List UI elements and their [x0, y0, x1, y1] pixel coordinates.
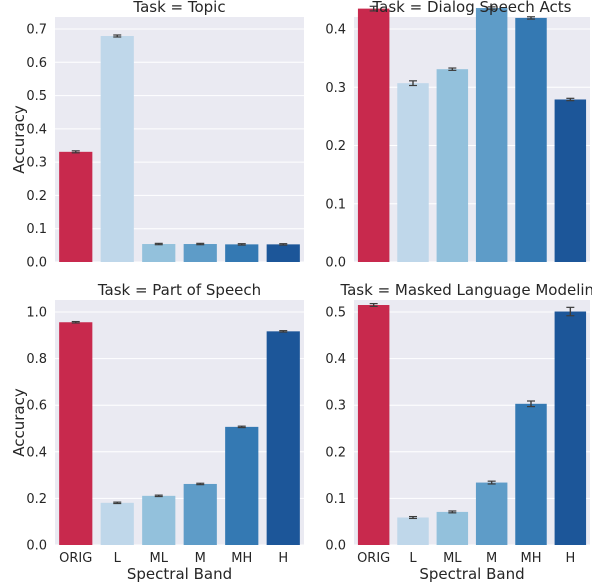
panel-2: 0.0 0.1 0.2 0.3 0.4 Task = Dialog Speech Acts: [325, 0, 590, 271]
y-tick-label: 0.4: [26, 445, 47, 460]
y-tick-label: 0.1: [26, 222, 47, 237]
x-tick-label: ML: [443, 551, 462, 566]
y-tick-label: 0.2: [26, 189, 47, 204]
bar-h: [554, 99, 587, 262]
y-tick-label: 0.2: [325, 139, 346, 154]
x-tick-label: H: [565, 551, 575, 566]
y-tick-label: 0.0: [325, 256, 346, 271]
x-tick-label: M: [486, 551, 497, 566]
x-tick-label: ORIG: [59, 551, 92, 566]
y-tick-label: 0.1: [325, 492, 346, 507]
x-tick-label: ML: [150, 551, 169, 566]
bar-orig: [59, 151, 93, 262]
bar-h: [266, 331, 300, 545]
bar-l: [397, 83, 429, 262]
bar-orig: [357, 8, 390, 262]
x-tick-label: MH: [231, 551, 252, 566]
panel-3: 0.0 0.2 0.4 0.6 0.8 1.0 ORIG L ML M MH H Task = Part…: [10, 281, 304, 583]
y-tick-label: 0.5: [325, 306, 346, 321]
y-tick-label: 0.2: [325, 445, 346, 460]
y-tick-label: 0.3: [26, 156, 47, 171]
y-tick-label: 1.0: [26, 306, 47, 321]
bar-ml: [142, 244, 176, 262]
y-axis-label: Accuracy: [10, 105, 28, 174]
y-tick-label: 0.0: [325, 539, 346, 554]
y-tick-label: 0.8: [26, 352, 47, 367]
y-tick-label: 0.7: [26, 23, 47, 38]
bar-h: [554, 311, 587, 545]
bar-mh: [225, 244, 259, 262]
panel-title: Task = Part of Speech: [97, 281, 261, 299]
y-tick-label: 0.4: [26, 122, 47, 137]
bar-l: [100, 502, 134, 545]
bar-orig: [59, 322, 93, 545]
panel-1: 0.0 0.1 0.2 0.3 0.4 0.5 0.6 0.7 Task = Topic Accu…: [10, 0, 304, 271]
panel-title: Task = Masked Language Modeling: [339, 281, 592, 299]
plot-background: [55, 300, 304, 545]
y-tick-label: 0.0: [26, 256, 47, 271]
x-tick-label: L: [409, 551, 417, 566]
y-tick-label: 0.4: [325, 23, 346, 38]
y-tick-label: 0.5: [26, 89, 47, 104]
panel-4: 0.0 0.1 0.2 0.3 0.4 0.5 ORIG L ML M MH H Task = Mask…: [325, 281, 592, 583]
y-tick-label: 0.6: [26, 56, 47, 71]
bar-m: [183, 483, 217, 545]
plot-background: [354, 17, 590, 262]
plot-background: [354, 300, 590, 545]
bar-m: [475, 8, 508, 263]
x-axis-label: Spectral Band: [127, 565, 232, 583]
bar-l: [100, 35, 134, 262]
x-tick-label: L: [114, 551, 122, 566]
bar-mh: [225, 426, 259, 545]
y-tick-label: 0.6: [26, 399, 47, 414]
y-tick-label: 0.2: [26, 492, 47, 507]
y-axis-label: Accuracy: [10, 388, 28, 457]
bar-orig: [357, 305, 390, 545]
x-tick-label: ORIG: [357, 551, 390, 566]
y-tick-label: 0.4: [325, 352, 346, 367]
bar-ml: [142, 495, 176, 545]
panel-title: Task = Topic: [132, 0, 225, 16]
bar-mh: [515, 403, 547, 545]
bar-mh: [515, 17, 547, 263]
y-tick-label: 0.3: [325, 81, 346, 96]
x-tick-label: MH: [521, 551, 542, 566]
bar-m: [183, 244, 217, 262]
bar-l: [397, 517, 429, 545]
bar-m: [475, 482, 508, 545]
x-axis-label: Spectral Band: [419, 565, 524, 583]
bar-h: [266, 244, 300, 262]
plot-background: [55, 17, 304, 262]
x-tick-label: M: [195, 551, 206, 566]
bar-ml: [436, 69, 469, 262]
x-tick-label: H: [278, 551, 288, 566]
y-tick-label: 0.3: [325, 399, 346, 414]
panel-title: Task = Dialog Speech Acts: [372, 0, 572, 16]
y-tick-label: 0.0: [26, 539, 47, 554]
bar-ml: [436, 511, 469, 545]
y-tick-label: 0.1: [325, 197, 346, 212]
